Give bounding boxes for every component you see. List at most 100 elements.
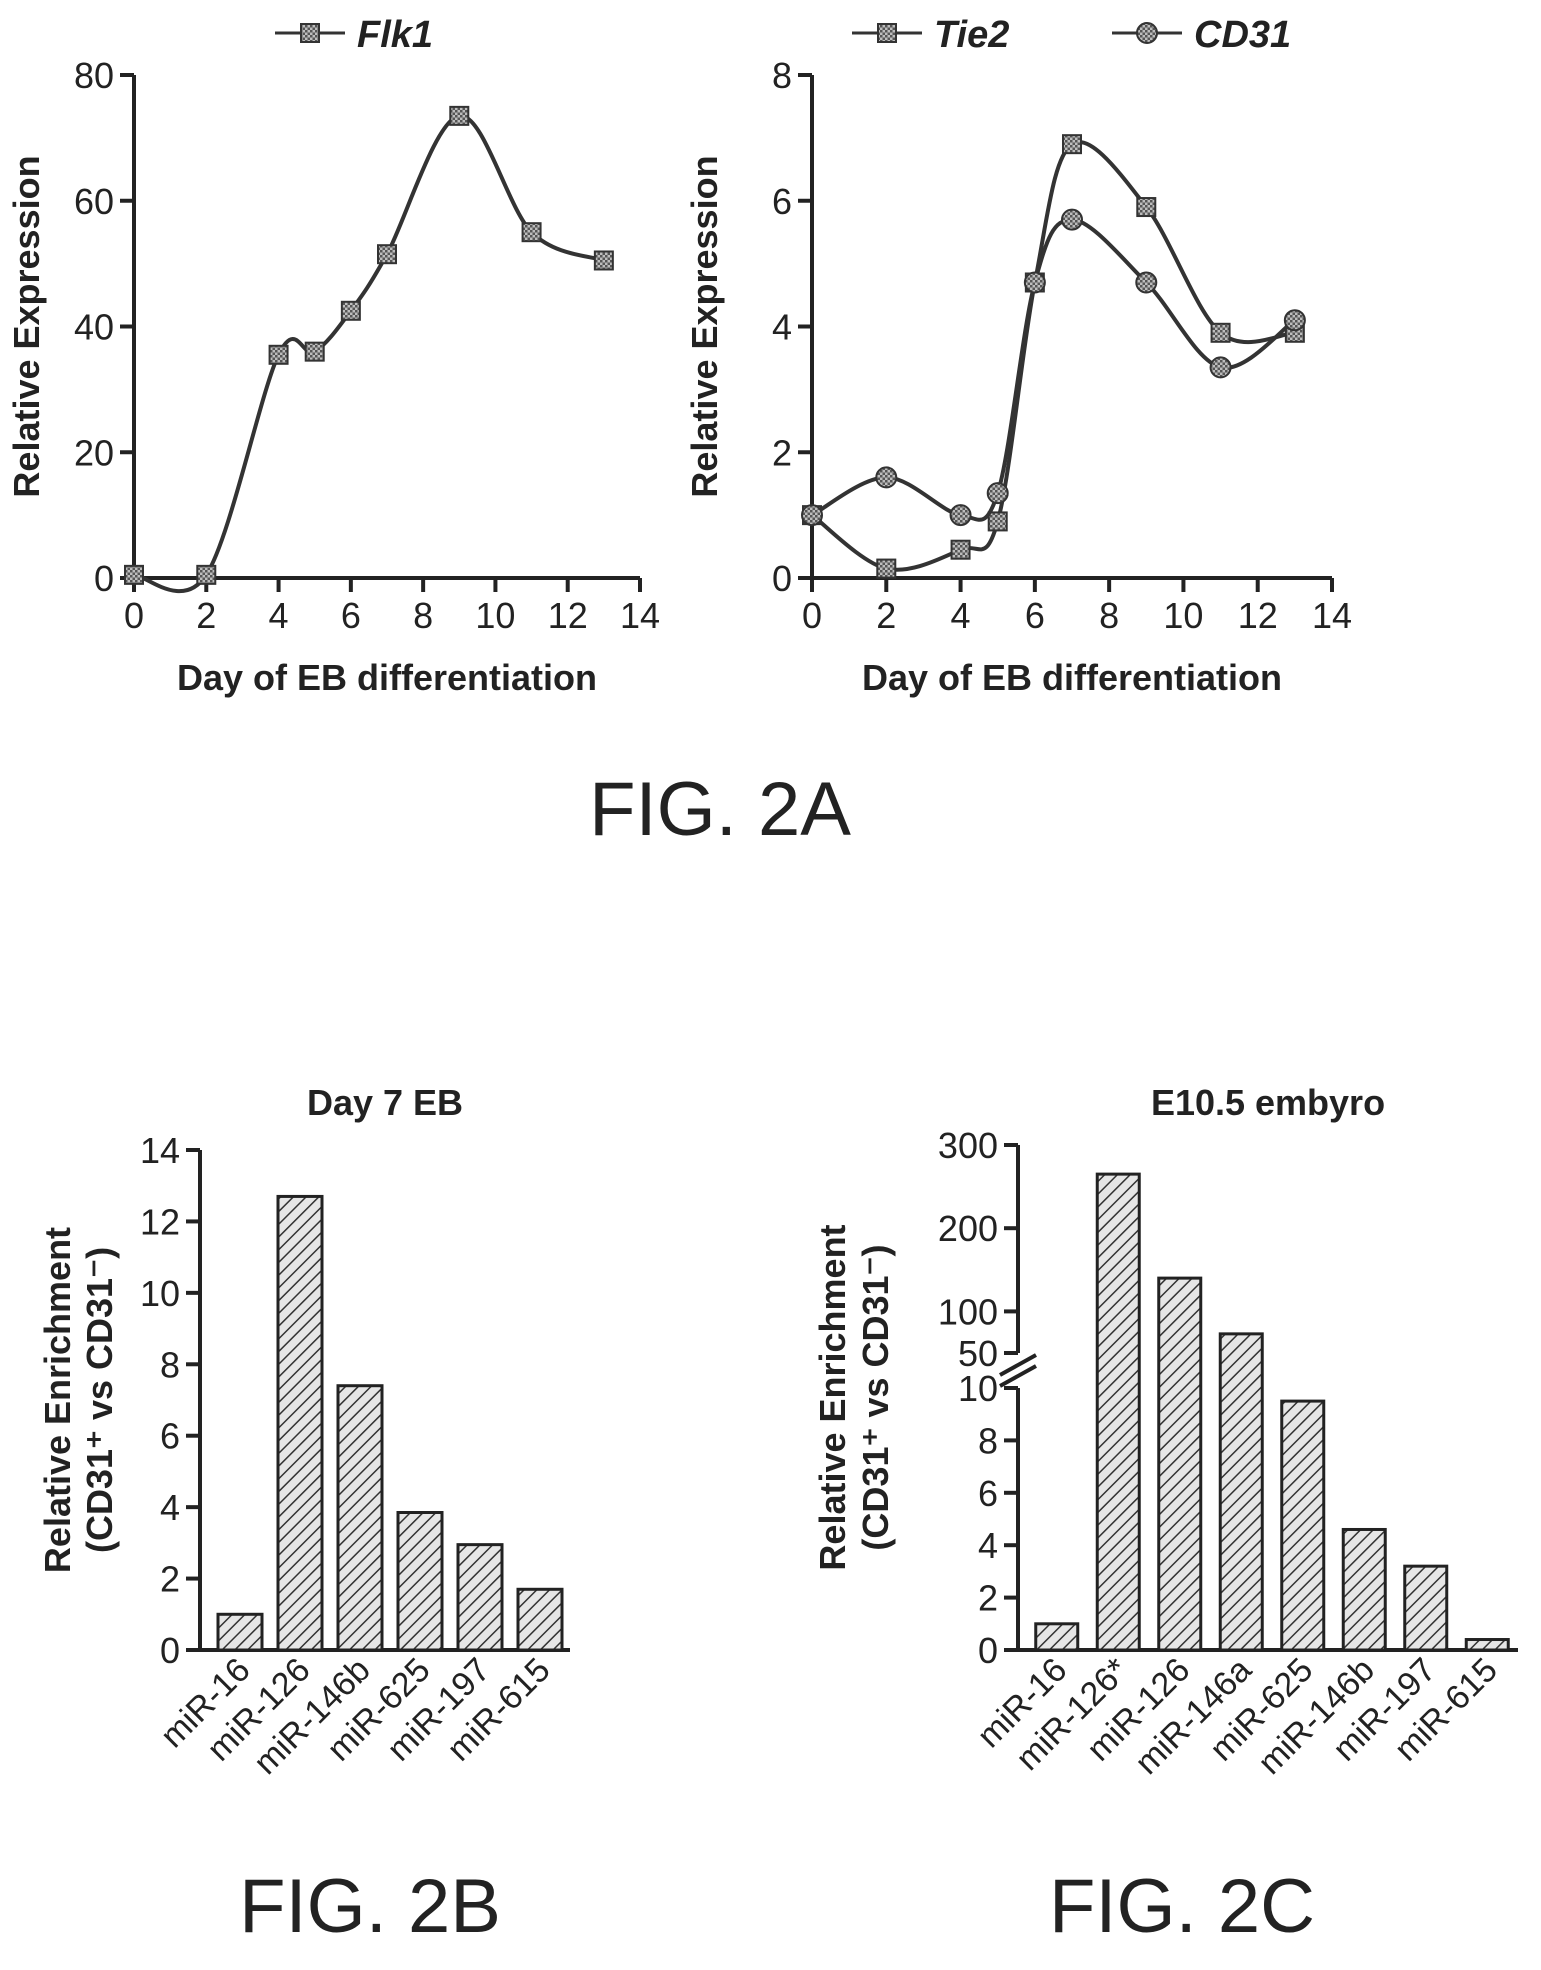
y-tick-label: 20 bbox=[74, 432, 114, 473]
x-tick-label: 8 bbox=[413, 595, 433, 636]
bar-mir-126-star bbox=[1095, 1172, 1141, 1652]
chart-title: E10.5 embyro bbox=[1151, 1082, 1385, 1123]
y-axis-label: Relative Expression bbox=[6, 155, 47, 497]
y-tick-label: 50 bbox=[958, 1333, 998, 1374]
x-tick-label: 14 bbox=[1312, 595, 1352, 636]
bar-mir-197 bbox=[1403, 1564, 1449, 1652]
y-tick-label: 60 bbox=[74, 181, 114, 222]
x-tick-label: 10 bbox=[475, 595, 515, 636]
legend-label: CD31 bbox=[1194, 14, 1291, 56]
y-tick-label: 10 bbox=[958, 1368, 998, 1409]
y-axis-label-sub: (CD31⁺ vs CD31⁻) bbox=[855, 1244, 896, 1550]
data-point bbox=[1061, 208, 1083, 231]
legend-label: Tie2 bbox=[934, 14, 1009, 56]
x-tick-label: 2 bbox=[876, 595, 896, 636]
data-point bbox=[950, 539, 971, 560]
bar-mir-146a bbox=[1218, 1332, 1264, 1652]
y-tick-label: 2 bbox=[978, 1578, 998, 1619]
series-line-tie2 bbox=[810, 140, 1296, 572]
data-point bbox=[304, 341, 325, 362]
series-line-flk1 bbox=[133, 113, 605, 594]
chart-tie2-cd31: 0 2 4 6 8 10 12 14 0 2 4 6 8 Day of EB differentiatio… bbox=[684, 14, 1352, 698]
data-point bbox=[521, 222, 542, 243]
x-tick-label: 6 bbox=[1025, 595, 1045, 636]
y-tick-label: 0 bbox=[978, 1630, 998, 1671]
y-tick-label: 12 bbox=[140, 1201, 180, 1242]
y-tick-label: 100 bbox=[938, 1291, 998, 1332]
chart-title: Day 7 EB bbox=[307, 1082, 463, 1123]
data-point bbox=[1135, 271, 1158, 294]
x-tick-label: 0 bbox=[802, 595, 822, 636]
bar-mir-146b bbox=[1341, 1527, 1387, 1652]
x-tick-label: 2 bbox=[196, 595, 216, 636]
bar-mir-16 bbox=[216, 1612, 264, 1652]
y-tick-label: 14 bbox=[140, 1130, 180, 1171]
x-tick-label: 4 bbox=[951, 595, 971, 636]
axis-break-mark bbox=[999, 1364, 1037, 1388]
x-axis-label: Day of EB differentiation bbox=[177, 657, 597, 698]
y-axis-label: Relative Expression bbox=[684, 155, 725, 497]
figure-label-2b: FIG. 2B bbox=[239, 1864, 501, 1949]
x-tick-label: 12 bbox=[548, 595, 588, 636]
data-point bbox=[268, 344, 289, 365]
data-point bbox=[593, 250, 614, 271]
axis-break-mark bbox=[999, 1353, 1037, 1377]
bar-mir-197 bbox=[456, 1543, 504, 1652]
bar-mir-126 bbox=[1157, 1276, 1203, 1652]
y-tick-label: 4 bbox=[978, 1525, 998, 1566]
legend-label: Flk1 bbox=[357, 14, 433, 56]
y-tick-label: 4 bbox=[160, 1487, 180, 1528]
x-tick-label: 14 bbox=[620, 595, 660, 636]
data-point bbox=[377, 244, 397, 265]
y-tick-label: 300 bbox=[938, 1125, 998, 1166]
y-tick-label: 0 bbox=[772, 558, 792, 599]
data-point bbox=[124, 564, 144, 585]
y-tick-label: 8 bbox=[772, 55, 792, 96]
y-tick-label: 2 bbox=[160, 1559, 180, 1600]
chart-day7-eb: 0 2 4 6 8 10 12 14 Day 7 EB Relative Enrichment (C… bbox=[37, 1082, 570, 1782]
data-point bbox=[1023, 271, 1046, 294]
x-tick-label: 8 bbox=[1099, 595, 1119, 636]
figure-label-2a: FIG. 2A bbox=[589, 767, 851, 852]
data-point bbox=[1283, 309, 1306, 332]
legend-marker bbox=[300, 23, 320, 43]
x-axis-label: Day of EB differentiation bbox=[862, 657, 1282, 698]
y-tick-label: 80 bbox=[74, 55, 114, 96]
y-tick-label: 40 bbox=[74, 307, 114, 348]
data-point bbox=[449, 105, 470, 126]
data-point bbox=[196, 564, 217, 585]
y-tick-label: 8 bbox=[978, 1420, 998, 1461]
bar-mir-615 bbox=[516, 1587, 564, 1652]
data-point bbox=[340, 300, 361, 321]
data-point bbox=[986, 482, 1009, 505]
bar-mir-16 bbox=[1034, 1622, 1080, 1652]
x-tick-label: 4 bbox=[269, 595, 289, 636]
y-tick-label: 6 bbox=[978, 1473, 998, 1514]
y-tick-label: 6 bbox=[772, 181, 792, 222]
bar-mir-126 bbox=[276, 1194, 324, 1652]
data-point bbox=[801, 504, 823, 527]
y-axis-label-sub: (CD31⁺ vs CD31⁻) bbox=[79, 1247, 120, 1553]
data-point bbox=[949, 504, 972, 527]
y-tick-label: 10 bbox=[140, 1273, 180, 1314]
y-tick-label: 6 bbox=[160, 1416, 180, 1457]
y-axis-label: Relative Enrichment bbox=[37, 1227, 78, 1573]
bar-mir-625 bbox=[396, 1511, 444, 1652]
data-point bbox=[875, 466, 898, 489]
y-tick-label: 2 bbox=[772, 432, 792, 473]
y-tick-label: 0 bbox=[160, 1630, 180, 1671]
y-tick-label: 200 bbox=[938, 1208, 998, 1249]
y-tick-label: 0 bbox=[94, 558, 114, 599]
y-tick-label: 4 bbox=[772, 307, 792, 348]
data-point bbox=[1210, 322, 1231, 343]
x-tick-label: 0 bbox=[124, 595, 144, 636]
legend-marker bbox=[877, 23, 897, 43]
data-point bbox=[876, 558, 897, 579]
x-tick-label: 6 bbox=[341, 595, 361, 636]
y-axis-label: Relative Enrichment bbox=[812, 1224, 853, 1570]
chart-flk1: 0 2 4 6 8 10 12 14 0 20 40 60 80 Day of EB differenti… bbox=[6, 14, 660, 698]
x-tick-label: 10 bbox=[1163, 595, 1203, 636]
data-point bbox=[1062, 134, 1082, 155]
